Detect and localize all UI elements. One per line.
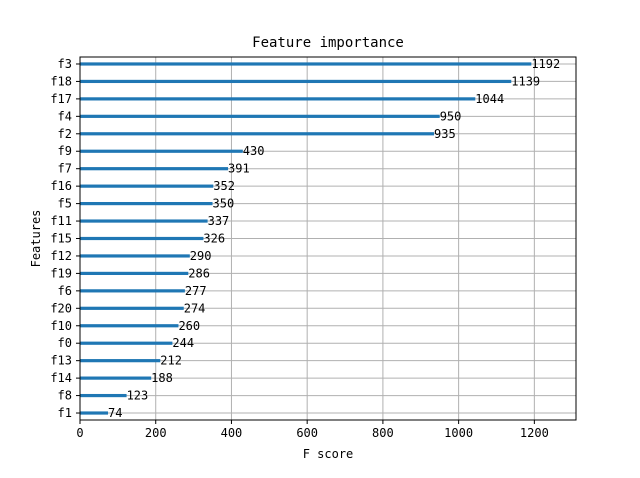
bar-f12 bbox=[80, 254, 190, 258]
bar-value-label-f5: 350 bbox=[213, 197, 235, 211]
y-tick-label-f12: f12 bbox=[50, 249, 72, 263]
bar-f5 bbox=[80, 201, 213, 206]
bar-value-label-f20: 274 bbox=[184, 301, 206, 315]
bar-f1 bbox=[80, 411, 109, 415]
bar-value-label-f13: 212 bbox=[160, 354, 182, 368]
bar-value-label-f14: 188 bbox=[151, 371, 173, 385]
bar-value-label-f2: 935 bbox=[434, 127, 456, 141]
bar-value-label-f16: 352 bbox=[213, 179, 235, 193]
y-axis-ticks: f3 f18 f17 f4 f2 f9 f7 f16 f5 f11 f15 f12 f19 f6 f20 f1… bbox=[50, 57, 80, 420]
y-tick-label-f6: f6 bbox=[58, 284, 72, 298]
x-axis-ticks: 0 200 400 600 800 1000 1200 bbox=[76, 420, 549, 440]
y-tick-label-f0: f0 bbox=[58, 336, 72, 350]
bar-f2 bbox=[80, 132, 435, 136]
x-tick-label: 0 bbox=[76, 426, 83, 440]
y-tick-label-f8: f8 bbox=[58, 389, 72, 403]
bar-value-label-f9: 430 bbox=[243, 144, 265, 158]
bar-f7 bbox=[80, 167, 229, 171]
y-tick-label-f18: f18 bbox=[50, 74, 72, 88]
x-tick-label: 600 bbox=[296, 426, 318, 440]
x-tick-label: 200 bbox=[145, 426, 167, 440]
bar-f17 bbox=[80, 97, 476, 101]
bar-f18 bbox=[80, 79, 512, 84]
bar-f20 bbox=[80, 306, 184, 310]
y-tick-label-f7: f7 bbox=[58, 162, 72, 176]
bar-value-label-f11: 337 bbox=[208, 214, 230, 228]
y-tick-label-f20: f20 bbox=[50, 301, 72, 315]
bar-value-label-f17: 1044 bbox=[475, 92, 504, 106]
bar-value-label-f15: 326 bbox=[203, 232, 225, 246]
y-tick-label-f9: f9 bbox=[58, 144, 72, 158]
chart-title: Feature importance bbox=[252, 35, 404, 51]
bar-value-label-f19: 286 bbox=[188, 266, 210, 280]
y-tick-label-f13: f13 bbox=[50, 354, 72, 368]
x-tick-label: 1000 bbox=[444, 426, 473, 440]
x-axis-title: F score bbox=[303, 447, 354, 461]
bar-value-label-f6: 277 bbox=[185, 284, 207, 298]
bar-f13 bbox=[80, 359, 161, 363]
bar-f0 bbox=[80, 341, 173, 345]
bar-f3 bbox=[80, 62, 532, 66]
y-tick-label-f14: f14 bbox=[50, 371, 72, 385]
bar-value-label-f0: 244 bbox=[172, 336, 194, 350]
bar-f16 bbox=[80, 184, 214, 188]
y-tick-label-f4: f4 bbox=[58, 109, 72, 123]
bar-value-label-f1: 74 bbox=[108, 406, 122, 420]
y-tick-label-f16: f16 bbox=[50, 179, 72, 193]
x-tick-label: 400 bbox=[221, 426, 243, 440]
bar-value-label-f3: 1192 bbox=[531, 57, 560, 71]
y-tick-label-f11: f11 bbox=[50, 214, 72, 228]
bar-f10 bbox=[80, 324, 179, 328]
bar-value-label-f7: 391 bbox=[228, 162, 250, 176]
y-tick-label-f15: f15 bbox=[50, 232, 72, 246]
bar-value-label-f18: 1139 bbox=[511, 74, 540, 88]
y-tick-label-f5: f5 bbox=[58, 197, 72, 211]
y-tick-label-f3: f3 bbox=[58, 57, 72, 71]
data-label-layer: 1192 1139 1044 950 935 430 391 352 350 337 326 290 2… bbox=[108, 57, 560, 420]
bar-value-label-f10: 260 bbox=[178, 319, 200, 333]
bar-f6 bbox=[80, 289, 185, 293]
y-tick-label-f19: f19 bbox=[50, 266, 72, 280]
bar-f19 bbox=[80, 271, 189, 276]
bar-value-label-f8: 123 bbox=[127, 389, 149, 403]
x-tick-label: 1200 bbox=[520, 426, 549, 440]
bar-f8 bbox=[80, 393, 127, 398]
y-axis-title: Features bbox=[29, 210, 43, 268]
bar-f11 bbox=[80, 219, 208, 223]
bar-value-label-f4: 950 bbox=[440, 109, 462, 123]
bar-f4 bbox=[80, 114, 440, 118]
bar-value-label-f12: 290 bbox=[190, 249, 212, 263]
x-tick-label: 800 bbox=[372, 426, 394, 440]
y-tick-label-f1: f1 bbox=[58, 406, 72, 420]
bar-layer bbox=[80, 62, 532, 415]
y-tick-label-f10: f10 bbox=[50, 319, 72, 333]
y-tick-label-f2: f2 bbox=[58, 127, 72, 141]
y-tick-label-f17: f17 bbox=[50, 92, 72, 106]
bar-f14 bbox=[80, 376, 152, 380]
bar-f15 bbox=[80, 236, 204, 241]
bar-f9 bbox=[80, 149, 243, 153]
